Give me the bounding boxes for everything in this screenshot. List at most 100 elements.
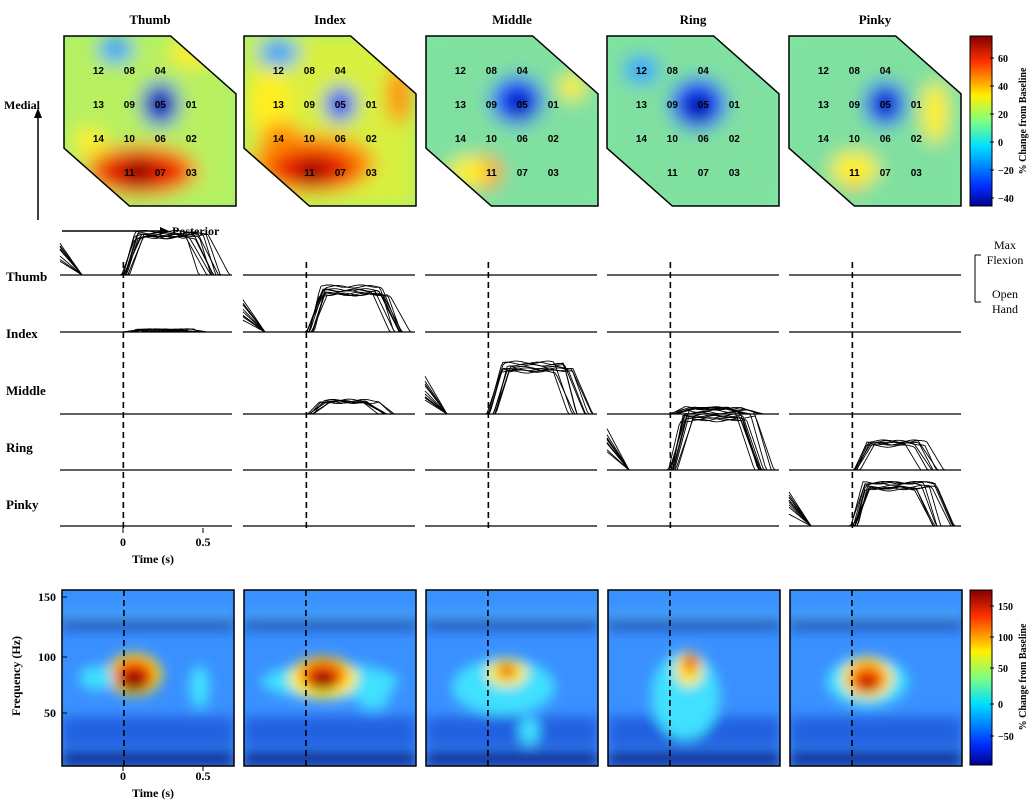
electrode-label: 05	[155, 100, 167, 111]
electrode-label: 07	[517, 168, 529, 179]
topo-panel-pinky: 12 08 04 13 09 05 01 14 10 06 02 11 07 03 Pinky	[788, 12, 962, 207]
electrode-label: 09	[304, 100, 316, 111]
electrode-label: 13	[455, 100, 467, 111]
electrode-label: 08	[849, 66, 861, 77]
kinematics-row-label: Middle	[6, 383, 46, 398]
kinematics-cell	[606, 409, 779, 471]
colorbar-tick: 100	[998, 633, 1013, 644]
spectrogram-panel-middle	[425, 589, 599, 767]
electrode-label: 12	[273, 66, 285, 77]
finger-title: Ring	[680, 12, 707, 27]
electrode-label: 08	[124, 66, 136, 77]
colorbar-tick: 0	[998, 138, 1003, 149]
time-axis-label: Time (s)	[132, 786, 174, 800]
electrode-label: 04	[155, 66, 167, 77]
electrode-label: 14	[93, 134, 105, 145]
electrode-label: 02	[911, 134, 923, 145]
electrode-label: 14	[818, 134, 830, 145]
electrode-label: 03	[729, 168, 741, 179]
topo-colorbar-label: % Change from Baseline	[1018, 67, 1029, 174]
electrode-label: 10	[667, 134, 679, 145]
electrode-label: 07	[698, 168, 710, 179]
electrode-label: 13	[636, 100, 648, 111]
electrode-label: 05	[335, 100, 347, 111]
electrode-label: 10	[304, 134, 316, 145]
electrode-label: 07	[335, 168, 347, 179]
time-tick: 0	[120, 769, 126, 783]
electrode-label: 08	[667, 66, 679, 77]
topo-panel-middle: 12 08 04 13 09 05 01 14 10 06 02 11 07 03 Middle	[425, 12, 599, 207]
kinematics-row-label: Thumb	[6, 269, 47, 284]
electrode-label: 09	[667, 100, 679, 111]
colorbar-tick: 60	[998, 54, 1008, 65]
electrode-label: 07	[155, 168, 167, 179]
colorbar-tick: 0	[998, 700, 1003, 711]
electrode-label: 05	[880, 100, 892, 111]
electrode-label: 03	[186, 168, 198, 179]
electrode-label: 10	[486, 134, 498, 145]
spec-colorbar-ticks: 150 100 50 0 −50	[990, 602, 1014, 743]
electrode-label: 13	[93, 100, 105, 111]
finger-title: Thumb	[129, 12, 170, 27]
electrode-label: 10	[849, 134, 861, 145]
spec-colorbar	[969, 589, 993, 766]
frequency-tick: 150	[38, 590, 56, 604]
colorbar-tick: −20	[998, 166, 1014, 177]
electrode-label: 01	[911, 100, 923, 111]
legend-open-hand: Open Hand	[992, 287, 1018, 316]
electrode-label: 10	[124, 134, 136, 145]
electrode-label: 12	[455, 66, 467, 77]
electrode-label: 01	[366, 100, 378, 111]
spectrogram-row	[61, 589, 963, 767]
electrode-label: 14	[455, 134, 467, 145]
electrode-label: 11	[849, 168, 860, 179]
electrode-label: 01	[729, 100, 741, 111]
colorbar-tick: −40	[998, 194, 1014, 205]
electrode-label: 05	[517, 100, 529, 111]
spectrogram-panel-thumb	[61, 589, 235, 767]
finger-title: Middle	[492, 12, 532, 27]
spec-colorbar-label: % Change from Baseline	[1018, 623, 1029, 730]
electrode-label: 02	[729, 134, 741, 145]
frequency-ticks: 150 100 50	[38, 590, 67, 720]
colorbar-tick: 40	[998, 82, 1008, 93]
electrode-label: 04	[880, 66, 892, 77]
kinematics-legend	[974, 254, 981, 303]
colorbar-tick: 150	[998, 602, 1013, 613]
time-tick: 0	[120, 535, 126, 549]
colorbar-tick: 50	[998, 664, 1008, 675]
electrode-label: 05	[698, 100, 710, 111]
electrode-label: 06	[698, 134, 710, 145]
kinematics-cell	[788, 481, 961, 527]
kinematics-time-axis: 0 0.5 Time (s)	[120, 528, 211, 566]
electrode-label: 01	[186, 100, 198, 111]
frequency-tick: 50	[44, 706, 56, 720]
electrode-label: 08	[304, 66, 316, 77]
kinematics-cell	[607, 406, 779, 415]
electrode-label: 09	[124, 100, 136, 111]
kinematics-row-label: Ring	[6, 440, 33, 455]
kinematics-cell	[59, 230, 232, 276]
topo-panel-ring: 12 08 04 13 09 05 01 14 10 06 02 11 07 03 Ring	[606, 12, 780, 207]
electrode-label: 03	[911, 168, 923, 179]
frequency-tick: 100	[38, 650, 56, 664]
electrode-label: 04	[698, 66, 710, 77]
frequency-axis-label: Frequency (Hz)	[9, 636, 23, 716]
electrode-label: 12	[818, 66, 830, 77]
time-tick: 0.5	[196, 769, 211, 783]
topography-row: 12 08 04 13 09 05 01 14 10 06 02 11 07 03 Thumb 12 08 04 1…	[63, 12, 962, 207]
spectrogram-panel-pinky	[789, 589, 963, 767]
kinematics-cell	[242, 284, 415, 333]
time-tick: 0.5	[196, 535, 211, 549]
electrode-label: 04	[517, 66, 529, 77]
electrode-label: 11	[124, 168, 135, 179]
electrode-label: 03	[366, 168, 378, 179]
electrode-label: 13	[818, 100, 830, 111]
electrode-label: 06	[155, 134, 167, 145]
electrode-label: 01	[548, 100, 560, 111]
spectrogram-panel-index	[243, 589, 417, 767]
electrode-label: 12	[93, 66, 105, 77]
electrode-label: 03	[548, 168, 560, 179]
electrode-label: 14	[273, 134, 285, 145]
colorbar-tick: −50	[998, 732, 1014, 743]
